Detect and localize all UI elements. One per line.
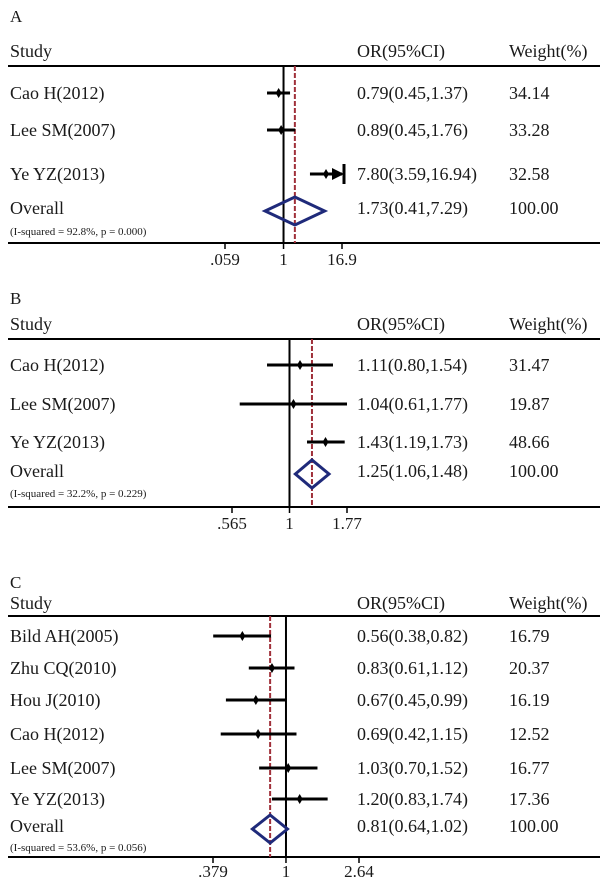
heterogeneity-text: (I-squared = 32.2%, p = 0.229) bbox=[10, 488, 147, 500]
overall-or-ci: 1.73(0.41,7.29) bbox=[357, 198, 468, 219]
forest-panel-a: A Study OR(95%CI) Weight(%) Cao H(2012) 0.79(… bbox=[8, 7, 600, 269]
axis-tick-label: .379 bbox=[198, 862, 228, 881]
study-weight: 48.66 bbox=[509, 432, 550, 452]
study-name: Cao H(2012) bbox=[10, 724, 104, 745]
study-or-ci: 0.89(0.45,1.76) bbox=[357, 120, 468, 141]
study-or-ci: 1.03(0.70,1.52) bbox=[357, 758, 468, 779]
header-study: Study bbox=[10, 314, 52, 334]
header-or-ci: OR(95%CI) bbox=[357, 593, 445, 614]
study-point-estimate bbox=[296, 794, 303, 804]
study-or-ci: 0.83(0.61,1.12) bbox=[357, 658, 468, 679]
axis-tick-label: 16.9 bbox=[327, 250, 357, 269]
axis-tick-label: 1 bbox=[282, 862, 291, 881]
heterogeneity-text: (I-squared = 92.8%, p = 0.000) bbox=[10, 226, 147, 238]
study-name: Ye YZ(2013) bbox=[10, 164, 105, 185]
overall-or-ci: 1.25(1.06,1.48) bbox=[357, 461, 468, 482]
study-point-estimate bbox=[252, 695, 259, 705]
study-name: Lee SM(2007) bbox=[10, 120, 115, 141]
study-weight: 34.14 bbox=[509, 83, 550, 103]
axis-tick-label: 1.77 bbox=[332, 514, 362, 533]
header-study: Study bbox=[10, 593, 52, 613]
study-weight: 19.87 bbox=[509, 394, 550, 414]
study-name: Bild AH(2005) bbox=[10, 626, 119, 647]
study-point-estimate bbox=[322, 437, 329, 447]
overall-or-ci: 0.81(0.64,1.02) bbox=[357, 816, 468, 837]
study-point-estimate bbox=[285, 763, 292, 773]
study-point-estimate bbox=[323, 169, 330, 179]
study-point-estimate bbox=[278, 125, 285, 135]
study-weight: 12.52 bbox=[509, 724, 550, 744]
study-or-ci: 1.11(0.80,1.54) bbox=[357, 355, 467, 376]
study-point-estimate bbox=[290, 399, 297, 409]
study-name: Lee SM(2007) bbox=[10, 394, 115, 415]
header-weight: Weight(%) bbox=[509, 593, 588, 614]
study-name: Lee SM(2007) bbox=[10, 758, 115, 779]
panel-label: A bbox=[10, 7, 23, 26]
study-point-estimate bbox=[268, 663, 275, 673]
study-name: Cao H(2012) bbox=[10, 83, 104, 104]
study-or-ci: 0.56(0.38,0.82) bbox=[357, 626, 468, 647]
study-name: Hou J(2010) bbox=[10, 690, 101, 711]
axis-tick-label: 2.64 bbox=[344, 862, 374, 881]
overall-label: Overall bbox=[10, 198, 64, 218]
study-or-ci: 1.04(0.61,1.77) bbox=[357, 394, 468, 415]
forest-panel-b: B Study OR(95%CI) Weight(%) Cao H(2012) 1.11(… bbox=[8, 289, 600, 533]
panel-label: C bbox=[10, 573, 21, 592]
study-or-ci: 0.67(0.45,0.99) bbox=[357, 690, 468, 711]
axis-tick-label: 1 bbox=[279, 250, 288, 269]
study-name: Ye YZ(2013) bbox=[10, 789, 105, 810]
header-or-ci: OR(95%CI) bbox=[357, 41, 445, 62]
header-weight: Weight(%) bbox=[509, 41, 588, 62]
study-or-ci: 1.20(0.83,1.74) bbox=[357, 789, 468, 810]
study-weight: 16.79 bbox=[509, 626, 550, 646]
overall-diamond bbox=[293, 458, 332, 490]
study-weight: 17.36 bbox=[509, 789, 550, 809]
study-name: Zhu CQ(2010) bbox=[10, 658, 117, 679]
study-or-ci: 7.80(3.59,16.94) bbox=[357, 164, 477, 185]
overall-label: Overall bbox=[10, 816, 64, 836]
axis-tick-label: .059 bbox=[210, 250, 240, 269]
study-point-estimate bbox=[255, 729, 262, 739]
study-or-ci: 1.43(1.19,1.73) bbox=[357, 432, 468, 453]
study-or-ci: 0.69(0.42,1.15) bbox=[357, 724, 468, 745]
study-weight: 16.77 bbox=[509, 758, 550, 778]
heterogeneity-text: (I-squared = 53.6%, p = 0.056) bbox=[10, 842, 147, 854]
study-weight: 32.58 bbox=[509, 164, 550, 184]
overall-weight: 100.00 bbox=[509, 816, 559, 836]
study-or-ci: 0.79(0.45,1.37) bbox=[357, 83, 468, 104]
overall-weight: 100.00 bbox=[509, 461, 559, 481]
header-study: Study bbox=[10, 41, 52, 61]
overall-diamond bbox=[249, 813, 290, 845]
axis-tick-label: .565 bbox=[217, 514, 247, 533]
overall-label: Overall bbox=[10, 461, 64, 481]
study-name: Ye YZ(2013) bbox=[10, 432, 105, 453]
overall-weight: 100.00 bbox=[509, 198, 559, 218]
overall-diamond bbox=[261, 195, 329, 227]
axis-tick-label: 1 bbox=[285, 514, 294, 533]
header-or-ci: OR(95%CI) bbox=[357, 314, 445, 335]
study-point-estimate bbox=[275, 88, 282, 98]
study-weight: 33.28 bbox=[509, 120, 550, 140]
study-point-estimate bbox=[297, 360, 304, 370]
header-weight: Weight(%) bbox=[509, 314, 588, 335]
study-name: Cao H(2012) bbox=[10, 355, 104, 376]
panel-label: B bbox=[10, 289, 21, 308]
study-weight: 31.47 bbox=[509, 355, 550, 375]
study-weight: 20.37 bbox=[509, 658, 550, 678]
study-ci-arrow bbox=[332, 168, 344, 180]
study-weight: 16.19 bbox=[509, 690, 550, 710]
study-point-estimate bbox=[239, 631, 246, 641]
